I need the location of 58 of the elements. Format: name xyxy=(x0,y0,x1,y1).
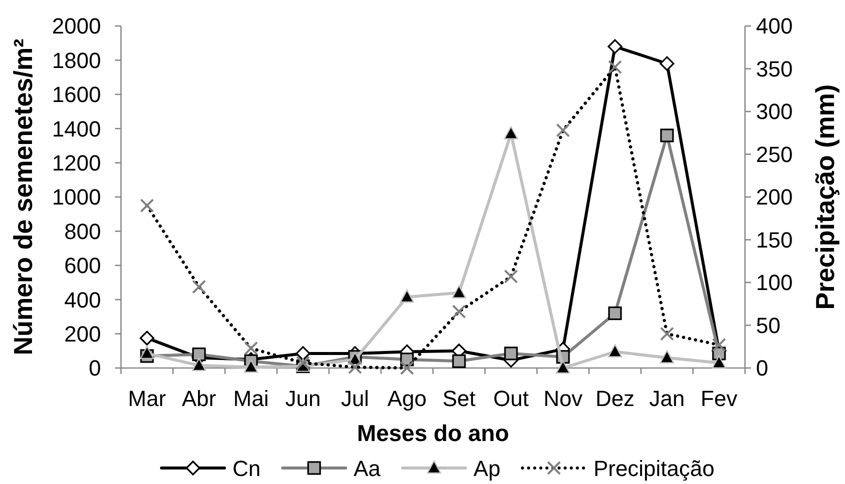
x-tick-label: Jul xyxy=(340,386,370,411)
legend-label: Cn xyxy=(232,456,261,481)
x-tick-label: Out xyxy=(493,386,529,411)
y-tick-label: 800 xyxy=(64,218,101,244)
y-tick-label: 1200 xyxy=(52,150,101,176)
point xyxy=(556,360,570,374)
y-tick-label: 400 xyxy=(64,287,101,312)
point xyxy=(452,285,466,298)
point xyxy=(400,289,414,303)
legend-label: Aa xyxy=(354,456,382,481)
x-tick-label: Jan xyxy=(649,386,685,411)
x-tick-label: Set xyxy=(442,386,476,411)
point xyxy=(712,355,726,368)
y2-tick-label: 150 xyxy=(756,227,793,252)
legend-label: Ap xyxy=(474,456,500,481)
y-tick-label: 200 xyxy=(64,322,101,346)
point xyxy=(452,354,466,368)
y-tick-label: 1000 xyxy=(52,184,101,210)
point xyxy=(504,346,518,360)
y2-tick-label: 350 xyxy=(756,56,793,82)
y-tick-label: 2000 xyxy=(52,14,101,39)
point xyxy=(140,330,154,346)
x-tick-label: Mar xyxy=(128,386,166,411)
point xyxy=(660,56,674,71)
x-tick-label: Fev xyxy=(700,386,738,411)
x-tick-label: Abr xyxy=(182,386,216,411)
y2-tick-label: 50 xyxy=(756,312,780,338)
y2-tick-label: 250 xyxy=(756,142,793,167)
y-tick-label: 0 xyxy=(88,356,101,381)
point xyxy=(608,39,622,54)
x-tick-label: Ago xyxy=(387,386,427,411)
point xyxy=(504,126,518,140)
x-tick-label: Nov xyxy=(543,386,583,411)
point xyxy=(660,350,674,364)
point xyxy=(608,306,622,320)
x-tick-label: Jun xyxy=(285,386,321,411)
y2-tick-label: 0 xyxy=(756,356,768,381)
point xyxy=(244,360,258,373)
point xyxy=(192,358,206,372)
y-axis-title: Número de semenetes/m² xyxy=(8,38,38,356)
point xyxy=(296,346,310,361)
point xyxy=(660,128,674,142)
y2-tick-label: 200 xyxy=(756,184,793,210)
x-tick-label: Mai xyxy=(233,386,269,411)
x-axis-title: Meses do ano xyxy=(356,420,510,446)
point xyxy=(140,346,154,360)
y2-axis-title: Precipitação (mm) xyxy=(810,84,840,310)
point xyxy=(608,344,622,358)
y-tick-label: 1800 xyxy=(52,48,101,73)
y2-tick-label: 100 xyxy=(756,270,793,296)
legend-label: Precipitação xyxy=(593,456,715,481)
y-tick-label: 600 xyxy=(64,253,101,278)
x-tick-label: Dez xyxy=(595,386,635,411)
y2-tick-label: 400 xyxy=(756,14,793,39)
y2-tick-label: 300 xyxy=(756,99,793,124)
point xyxy=(192,348,206,362)
y-tick-label: 1400 xyxy=(52,116,101,142)
y-tick-label: 1600 xyxy=(52,82,101,108)
